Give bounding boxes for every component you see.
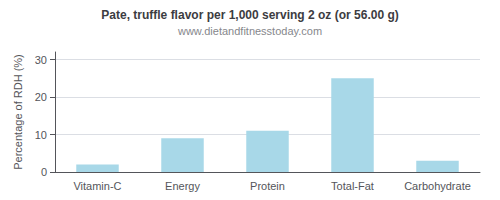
svg-text:Carbohydrate: Carbohydrate: [404, 180, 471, 192]
svg-text:Total-Fat: Total-Fat: [331, 180, 374, 192]
svg-text:www.dietandfitnesstoday.com: www.dietandfitnesstoday.com: [177, 25, 322, 37]
svg-text:Pate, truffle flavor per 1,000: Pate, truffle flavor per 1,000 serving 2…: [101, 8, 398, 22]
svg-text:Protein: Protein: [250, 180, 285, 192]
svg-text:0: 0: [41, 166, 47, 178]
svg-text:10: 10: [35, 129, 47, 141]
svg-text:Energy: Energy: [165, 180, 200, 192]
svg-text:Percentage of RDH (%): Percentage of RDH (%): [12, 54, 24, 170]
svg-text:20: 20: [35, 91, 47, 103]
svg-text:30: 30: [35, 54, 47, 66]
svg-text:Vitamin-C: Vitamin-C: [73, 180, 121, 192]
